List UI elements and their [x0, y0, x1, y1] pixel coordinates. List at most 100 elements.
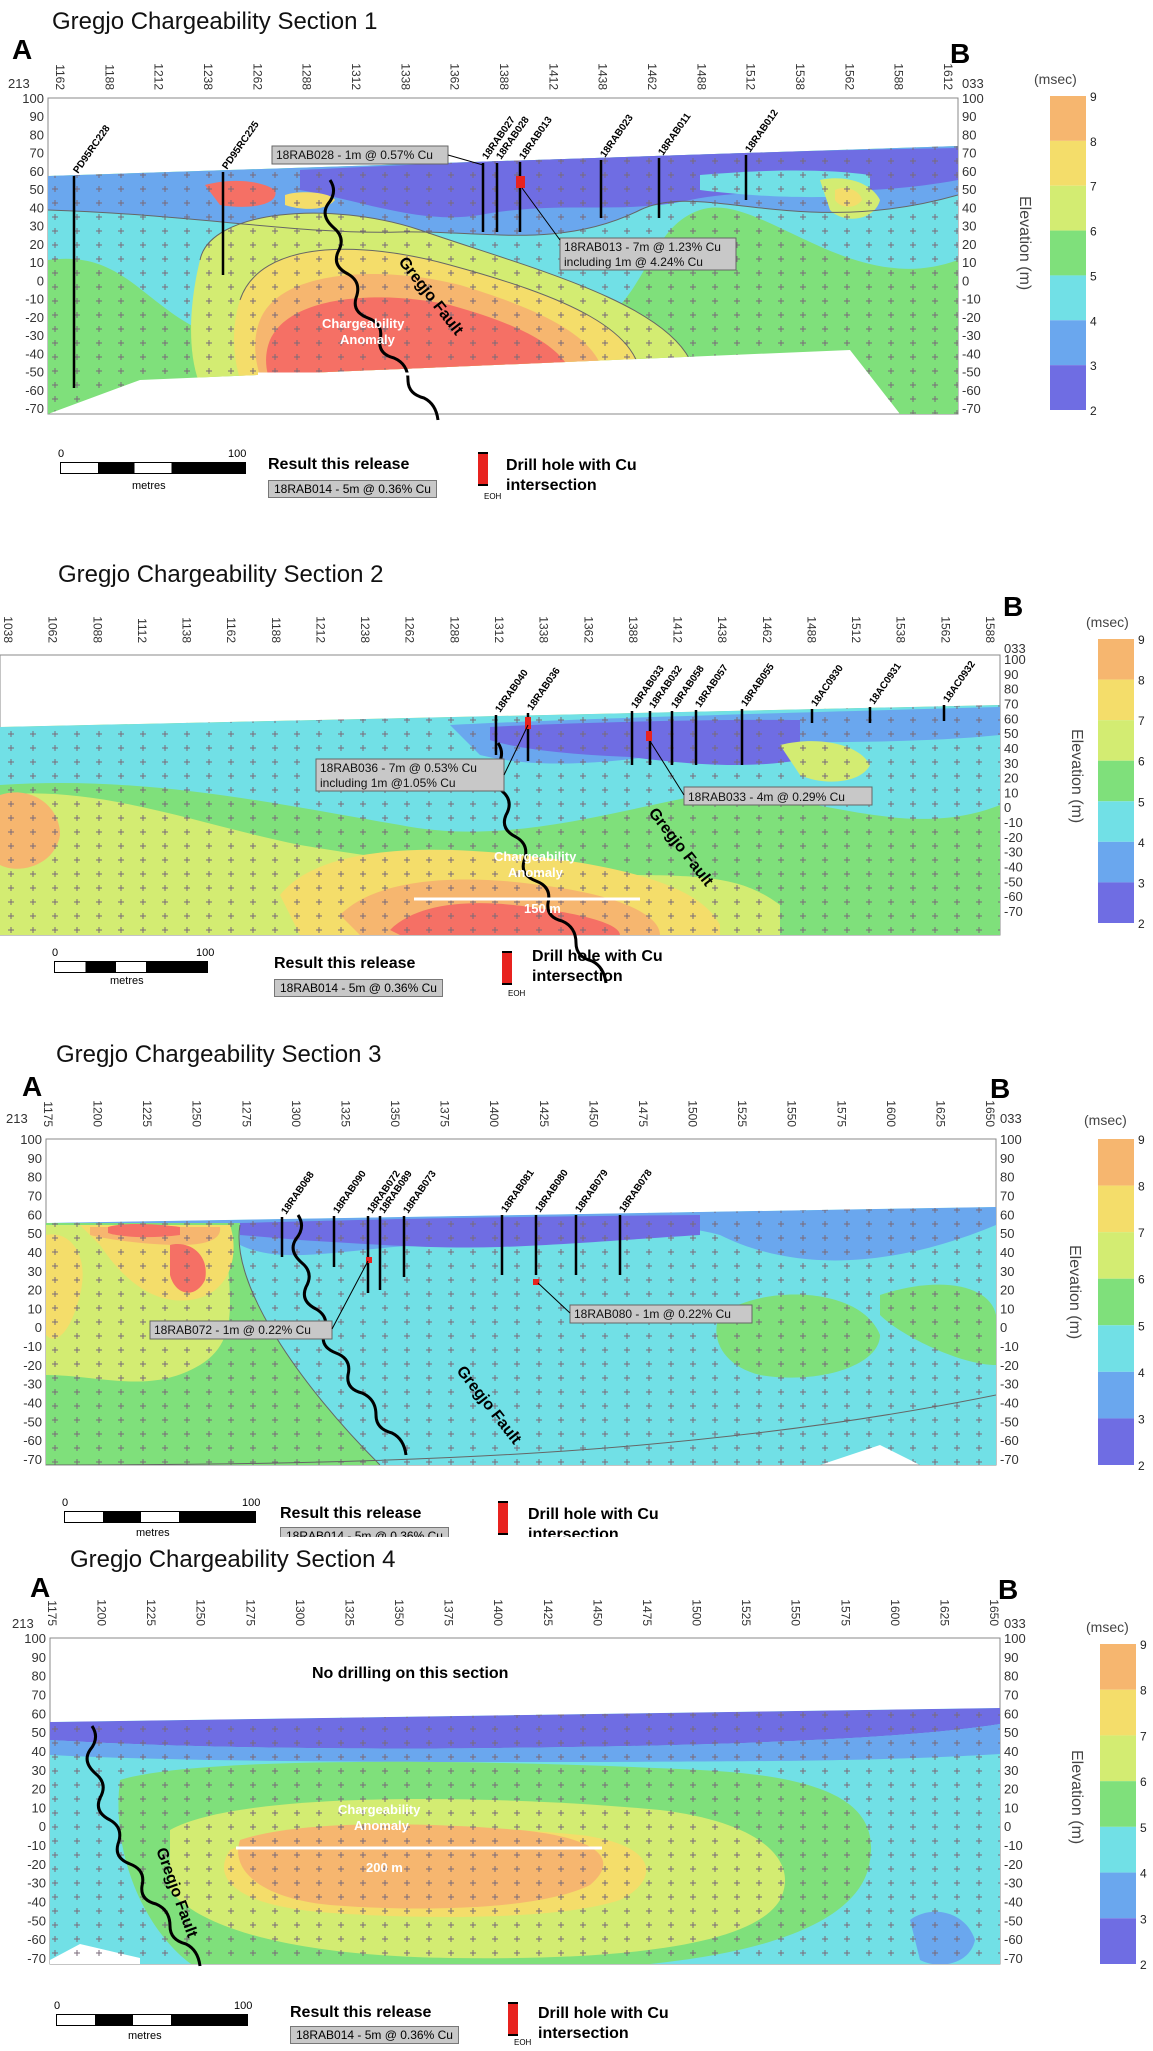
elevation-tick-label: -70 — [962, 401, 981, 416]
svg-text:including 1m @1.05% Cu: including 1m @1.05% Cu — [320, 776, 456, 790]
elevation-tick-label: 90 — [962, 109, 976, 124]
point-b-label: B — [998, 1574, 1019, 1605]
cu-intersection-marker — [525, 717, 531, 729]
easting-tick-label: 1475 — [640, 1599, 654, 1626]
elevation-tick-label: -30 — [962, 328, 981, 343]
easting-tick-label: 1312 — [492, 616, 506, 643]
elevation-tick-label: 20 — [30, 237, 44, 252]
elevation-tick-label: 20 — [1004, 1782, 1018, 1797]
legend-tick-label: 8 — [1138, 674, 1145, 688]
easting-tick-label: 1600 — [884, 1100, 898, 1127]
svg-text:(msec): (msec) — [1084, 1112, 1127, 1128]
easting-tick-label: 1438 — [596, 63, 610, 90]
anomaly-label-line2: Anomaly — [340, 332, 396, 347]
callout: 18RAB072 - 1m @ 0.22% Cu — [149, 1260, 369, 1340]
section-1-plot: Gregjo Fault Chargeability Anomaly 200 m… — [8, 63, 984, 421]
azimuth-right: 033 — [1000, 1111, 1022, 1126]
elevation-tick-label: 80 — [32, 1669, 46, 1684]
easting-tick-label: 1600 — [888, 1599, 902, 1626]
svg-text:including 1m @ 4.24% Cu: including 1m @ 4.24% Cu — [564, 255, 703, 269]
easting-tick-label: 1238 — [358, 616, 372, 643]
easting-tick-label: 1275 — [243, 1599, 257, 1626]
elevation-tick-label: 20 — [1004, 771, 1018, 786]
elevation-tick-label: -60 — [962, 383, 981, 398]
elevation-tick-label: -70 — [25, 401, 44, 416]
footer: 0 100 metres Result this release 18RAB01… — [58, 448, 637, 501]
legend-swatch — [1100, 1644, 1136, 1690]
elevation-tick-label: 20 — [28, 1283, 42, 1298]
elevation-tick-label: 70 — [30, 146, 44, 161]
azimuth-left: 213 — [8, 76, 30, 91]
easting-tick-label: 1262 — [250, 63, 264, 90]
legend-swatch — [1050, 230, 1086, 276]
elevation-tick-label: -40 — [1004, 860, 1023, 875]
legend-tick-label: 6 — [1140, 1775, 1147, 1789]
elevation-tick-label: -20 — [23, 1358, 42, 1373]
elevation-tick-label: 90 — [1000, 1151, 1014, 1166]
easting-tick-label: 1575 — [834, 1100, 848, 1127]
legend-swatch — [1100, 1918, 1136, 1964]
easting-tick-label: 1288 — [447, 616, 461, 643]
easting-tick-label: 1225 — [140, 1100, 154, 1127]
elevation-tick-label: -60 — [1004, 889, 1023, 904]
elevation-tick-label: -10 — [27, 1838, 46, 1853]
colour-legend: (msec) 9 8 7 6 5 4 3 2 Elevation (m) — [1016, 71, 1097, 418]
colour-legend: (msec) 9 8 7 6 5 4 3 2 Elevation (m) — [1068, 1619, 1147, 1972]
section-3-plot: Gregjo Fault 18RAB068 18RAB090 18RAB072 … — [6, 1100, 1022, 1467]
section-title: Gregjo Chargeability Section 1 — [52, 8, 378, 35]
elevation-tick-label: 40 — [30, 200, 44, 215]
callout: 18RAB033 - 4m @ 0.29% Cu — [649, 740, 873, 806]
easting-tick-label: 1425 — [537, 1100, 551, 1127]
svg-text:Elevation (m): Elevation (m) — [1016, 196, 1033, 290]
elevation-tick-label: 0 — [1000, 1320, 1007, 1335]
legend-swatch — [1050, 140, 1086, 186]
elevation-tick-label: 50 — [1004, 1725, 1018, 1740]
elevation-tick-label: 50 — [962, 182, 976, 197]
legend-tick-label: 9 — [1138, 633, 1145, 647]
point-a-label: A — [22, 1071, 43, 1102]
easting-tick-label: 1212 — [152, 63, 166, 90]
elevation-tick-label: -50 — [27, 1913, 46, 1928]
elevation-tick-label: 70 — [962, 146, 976, 161]
elevation-tick-label: 60 — [962, 164, 976, 179]
legend-swatch — [1098, 679, 1134, 721]
cu-intersection-marker — [533, 1279, 539, 1285]
elevation-tick-label: -70 — [1004, 1951, 1023, 1966]
elevation-tick-label: 10 — [32, 1800, 46, 1815]
elevation-tick-label: -10 — [1004, 1838, 1023, 1853]
legend-tick-label: 6 — [1138, 1273, 1145, 1287]
callout: 18RAB028 - 1m @ 0.57% Cu — [271, 145, 484, 166]
elevation-tick-label: 40 — [1004, 741, 1018, 756]
legend-tick-label: 7 — [1140, 1729, 1147, 1743]
easting-tick-label: 1462 — [760, 616, 774, 643]
fault-line — [323, 179, 440, 421]
easting-tick-label: 1625 — [937, 1599, 951, 1626]
easting-tick-label: 1438 — [715, 616, 729, 643]
elevation-tick-label: 30 — [32, 1763, 46, 1778]
elevation-tick-label: -30 — [27, 1876, 46, 1891]
easting-tick-label: 1338 — [537, 616, 551, 643]
elevation-tick-label: -20 — [1004, 1857, 1023, 1872]
elevation-tick-label: 10 — [30, 255, 44, 270]
easting-tick-label: 1375 — [442, 1599, 456, 1626]
elevation-tick-label: 90 — [28, 1151, 42, 1166]
elevation-tick-label: -70 — [1004, 904, 1023, 919]
easting-tick-label: 1225 — [144, 1599, 158, 1626]
legend-swatch — [1098, 760, 1134, 802]
legend-tick-label: 6 — [1138, 755, 1145, 769]
legend-tick-label: 2 — [1138, 917, 1145, 931]
easting-tick-label: 1538 — [793, 63, 807, 90]
easting-tick-label: 1400 — [491, 1599, 505, 1626]
easting-tick-label: 1388 — [497, 63, 511, 90]
easting-tick-label: 1362 — [581, 616, 595, 643]
easting-tick-label: 1538 — [894, 616, 908, 643]
elevation-tick-label: 90 — [1004, 1650, 1018, 1665]
drill-holes — [280, 1215, 622, 1293]
easting-tick-label: 1062 — [46, 616, 60, 643]
elevation-tick-label: -70 — [1000, 1452, 1019, 1467]
easting-tick-label: 1188 — [269, 617, 283, 643]
elevation-tick-label: 80 — [28, 1170, 42, 1185]
section-4: Gregjo Chargeability Section 4 A B No dr… — [0, 1540, 1153, 2051]
easting-tick-label: 1475 — [636, 1100, 650, 1127]
easting-tick-label: 1512 — [744, 63, 758, 90]
